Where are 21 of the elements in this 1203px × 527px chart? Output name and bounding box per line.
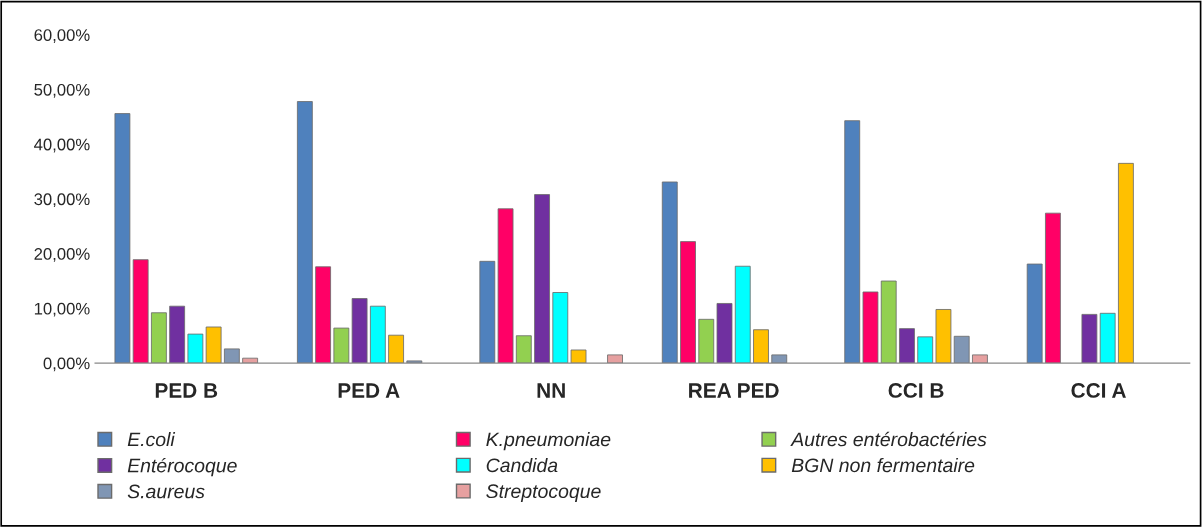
y-tick-label: 60,00% [34, 29, 90, 43]
y-tick-label: 10,00% [34, 302, 90, 317]
legend-label: Streptocoque [486, 484, 601, 502]
legend-label: Candida [486, 457, 558, 473]
x-tick-label: PED A [338, 383, 400, 398]
legend-label: S.aureus [127, 484, 205, 499]
y-tick-label: 40,00% [34, 138, 90, 153]
y-tick-label: 50,00% [34, 83, 90, 98]
legend-label: Entérocoque [127, 457, 237, 477]
legend-label: K.pneumoniae [486, 432, 611, 451]
x-tick-label: NN [537, 383, 565, 398]
y-tick-label: 30,00% [34, 193, 90, 208]
y-tick-label: 20,00% [34, 248, 90, 262]
legend-label: BGN non fermentaire [791, 457, 975, 473]
legend-label: E.coli [127, 432, 176, 447]
x-tick-label: PED B [155, 383, 218, 398]
x-tick-label: CCI A [1071, 383, 1126, 398]
x-tick-label: REA PED [689, 383, 779, 398]
legend-label: Autres entérobactéries [790, 431, 987, 447]
y-tick-label: 0,00% [43, 357, 90, 372]
x-tick-label: CCI B [888, 383, 944, 398]
